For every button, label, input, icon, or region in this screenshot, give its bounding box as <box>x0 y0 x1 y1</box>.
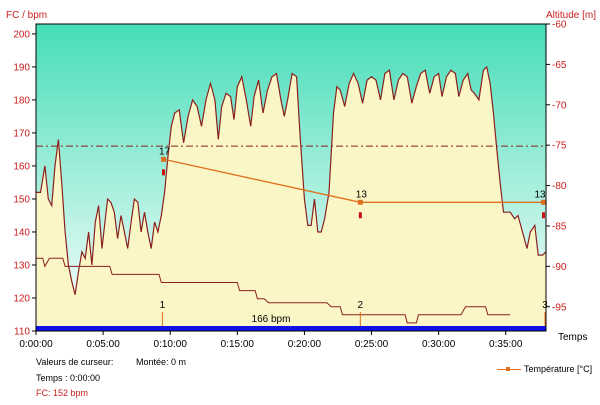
left-axis-tick-label: 170 <box>13 128 30 139</box>
right-axis-tick-label: -70 <box>552 100 567 111</box>
left-axis-tick-label: 140 <box>13 227 30 238</box>
right-axis-tick-label: -80 <box>552 181 567 192</box>
lap-marker-label: 3 <box>542 300 548 311</box>
altitude-line <box>36 257 511 324</box>
left-axis-tick-label: 180 <box>13 95 30 106</box>
threshold-bar-label: 166 bpm <box>252 314 291 325</box>
heart-rate-area <box>36 66 546 332</box>
temperature-point <box>357 199 363 205</box>
left-axis-tick-label: 160 <box>13 161 30 172</box>
threshold-bar <box>36 326 546 331</box>
climb-label: Montée: 0 m <box>136 357 187 367</box>
temperature-point <box>161 156 166 162</box>
cursor-time-label: Temps : 0:00:00 <box>36 373 101 383</box>
x-axis-tick-label: 0:25:00 <box>355 339 389 350</box>
cursor-hr-label: FC: 152 bpm <box>36 388 89 398</box>
lap-marker-label: 2 <box>358 300 364 311</box>
x-axis-title: Temps <box>558 332 587 343</box>
left-axis-tick-label: 130 <box>13 260 30 271</box>
temperature-legend-label: Température [°C] <box>524 364 593 374</box>
temperature-point <box>541 199 546 205</box>
x-axis-tick-label: 0:15:00 <box>221 339 255 350</box>
plot-frame <box>35 23 547 332</box>
temperature-point-label: 13 <box>534 189 546 200</box>
right-axis-tick-label: -65 <box>552 60 567 71</box>
temperature-tick-mark <box>358 212 362 219</box>
right-axis-tick-label: -60 <box>552 20 567 31</box>
left-axis-tick-label: 150 <box>13 194 30 205</box>
x-axis-tick-label: 0:30:00 <box>422 339 456 350</box>
x-axis-tick-label: 0:20:00 <box>288 339 322 350</box>
x-axis-tick-label: 0:10:00 <box>154 339 188 350</box>
right-axis-tick-label: -75 <box>552 141 567 152</box>
left-axis-tick-label: 200 <box>13 29 30 40</box>
temperature-point-label: 17 <box>159 146 171 157</box>
x-axis-tick-label: 0:05:00 <box>86 339 120 350</box>
temperature-point-label: 13 <box>356 189 368 200</box>
left-axis-tick-label: 110 <box>14 327 30 338</box>
left-axis-tick-label: 190 <box>13 62 30 73</box>
right-axis-tick-label: -85 <box>552 221 567 232</box>
temperature-tick-mark <box>542 212 545 219</box>
right-axis-title: Altitude [m] <box>546 10 596 21</box>
x-axis-tick-label: 0:35:00 <box>489 339 523 350</box>
lap-marker-label: 1 <box>160 300 166 311</box>
x-axis-tick-label: 0:00:00 <box>19 339 53 350</box>
right-axis-tick-label: -95 <box>552 302 567 313</box>
heart-rate-line <box>36 65 547 295</box>
temperature-legend-marker <box>506 367 510 371</box>
right-axis-tick-label: -90 <box>552 262 567 273</box>
left-axis-title: FC / bpm <box>6 10 47 21</box>
cursor-values-label: Valeurs de curseur: <box>36 357 114 367</box>
left-axis-tick-label: 120 <box>13 293 30 304</box>
temperature-tick-mark <box>162 169 165 176</box>
